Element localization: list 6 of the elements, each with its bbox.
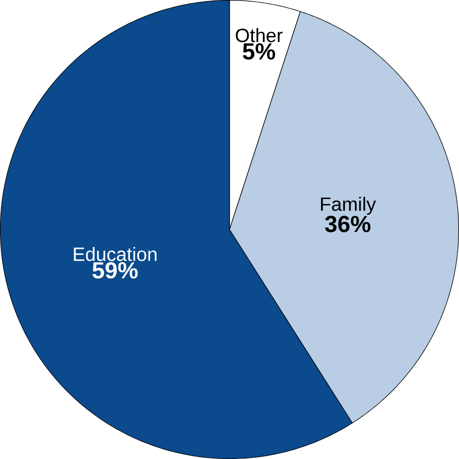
- slice-label: Family: [321, 196, 376, 215]
- slice-label: Education: [74, 246, 156, 262]
- data-label: 59%: [92, 262, 138, 279]
- slice-label: Other: [236, 28, 283, 42]
- data-label: 36%: [325, 216, 370, 232]
- data-label: 5%: [242, 43, 276, 60]
